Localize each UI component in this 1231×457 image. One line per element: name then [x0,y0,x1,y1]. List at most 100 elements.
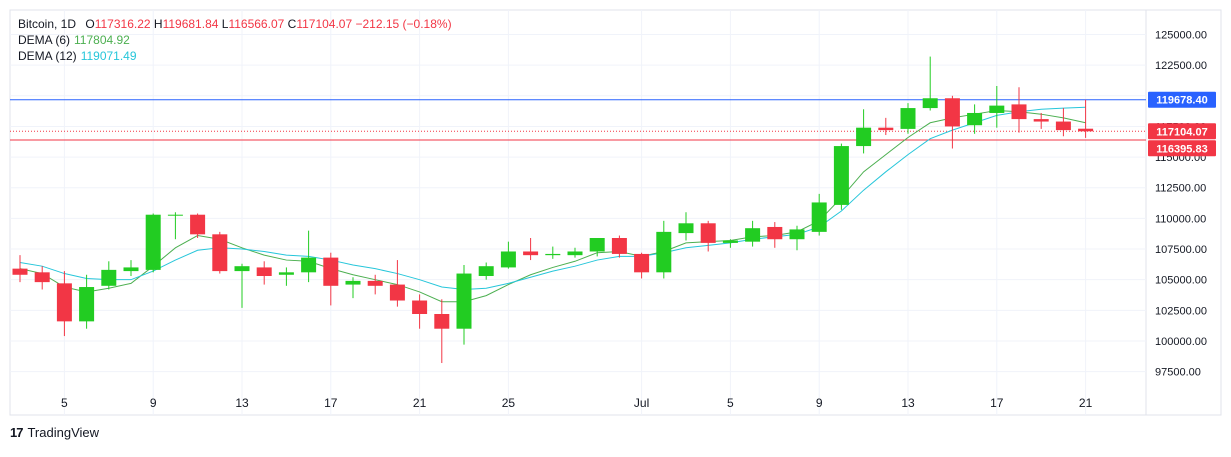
price-marker-label: 119678.40 [1156,95,1207,107]
candle-body-up [278,272,294,275]
candle-body-down [1078,128,1094,132]
candle-body-down [767,226,783,240]
dema12-line [19,106,1086,290]
high-label: H [153,17,163,31]
y-tick-label: 110000.00 [1155,213,1206,225]
candle-body-up [145,214,161,270]
candle-body-up [345,280,361,285]
y-tick-label: 122500.00 [1155,60,1207,72]
dema12-legend-row[interactable]: DEMA (12) 119071.49 [18,48,452,64]
symbol-label[interactable]: Bitcoin, 1D [18,17,77,31]
open-label: O [85,17,95,31]
y-tick-label: 107500.00 [1155,244,1207,256]
chart-frame [9,9,1222,416]
dema12-value: 119071.49 [80,49,137,63]
candle-body-down [323,257,339,286]
x-tick-label: 13 [235,396,249,410]
tradingview-logo-icon: 17 [10,425,24,440]
dema12-label: DEMA (12) [18,49,77,63]
candle-body-down [1055,121,1071,131]
candle-body-up [589,238,605,252]
candle-body-up [922,98,938,109]
open-value: 117316.22 [94,17,151,31]
candle-body-up [856,127,872,147]
y-tick-label: 102500.00 [1155,305,1207,317]
candle-body-down [878,127,894,131]
candle-body-down [56,283,72,322]
dema6-value: 117804.92 [74,33,130,47]
candle-body-up [567,251,583,256]
candle-body-down [12,268,28,275]
candle-body-up [789,229,805,240]
x-tick-label: 21 [1079,396,1093,410]
high-value: 119681.84 [162,17,219,31]
x-tick-label: Jul [634,396,649,410]
tradingview-brand-label: TradingView [27,425,100,440]
low-label: L [221,17,229,31]
candle-body-down [434,314,450,329]
x-tick-label: 5 [61,396,68,410]
price-marker-label-bg [1148,123,1216,140]
x-tick-label: 25 [502,396,516,410]
y-tick-label: 125000.00 [1155,30,1207,42]
x-tick-label: 9 [150,396,157,410]
candle-body-up [123,267,139,272]
chart-legend: Bitcoin, 1D O117316.22 H119681.84 L11656… [18,16,452,64]
tradingview-attribution[interactable]: 17 TradingView [10,425,99,440]
candle-body-up [900,108,916,129]
y-tick-label: 97500.00 [1155,367,1201,379]
x-tick-label: 17 [990,396,1004,410]
price-marker-label: 116395.83 [1156,143,1207,155]
dema6-legend-row[interactable]: DEMA (6) 117804.92 [18,32,452,48]
candle-body-up [989,105,1005,113]
x-tick-label: 5 [727,396,734,410]
candle-body-down [389,284,405,301]
change-value: −212.15 (−0.18%) [355,17,452,31]
candle-body-down [212,234,228,272]
price-marker-label: 117104.07 [1156,126,1207,138]
candle-body-up [967,112,983,126]
x-tick-label: 17 [324,396,338,410]
y-tick-label: 100000.00 [1155,336,1207,348]
candle-body-down [634,253,650,273]
ohlc-legend-row: Bitcoin, 1D O117316.22 H119681.84 L11656… [18,16,452,32]
candle-body-up [656,231,672,273]
close-label: C [287,17,297,31]
y-tick-label: 112500.00 [1155,183,1206,195]
candle-body-up [79,287,95,322]
candle-body-up [234,266,250,272]
candle-body-up [478,266,494,276]
candle-body-up [678,223,694,234]
candle-body-up [811,202,827,232]
dema6-label: DEMA (6) [18,33,71,47]
candle-body-up [722,240,738,243]
candle-body-down [700,223,716,243]
x-tick-label: 21 [413,396,427,410]
candle-body-up [167,214,183,216]
price-marker-label-bg [1148,91,1216,108]
candle-body-down [412,300,428,314]
candle-body-up [833,146,849,205]
candle-body-down [611,238,627,254]
x-tick-label: 13 [901,396,915,410]
close-value: 117104.07 [296,17,353,31]
y-tick-label: 105000.00 [1155,275,1207,287]
x-tick-label: 9 [816,396,823,410]
candle-body-down [944,98,960,127]
candle-body-down [34,272,50,283]
candle-body-up [101,269,117,286]
candle-body-down [523,251,539,256]
candle-body-down [1033,119,1049,122]
candle-body-up [301,257,317,273]
candle-body-down [190,214,206,235]
candle-body-up [745,228,761,242]
candle-body-down [256,267,272,276]
candle-body-down [367,280,383,286]
dema6-line [19,110,1086,303]
candle-body-up [456,273,472,329]
candle-body-up [500,251,516,268]
price-marker-label-bg [1148,140,1216,157]
low-value: 116566.07 [228,17,285,31]
